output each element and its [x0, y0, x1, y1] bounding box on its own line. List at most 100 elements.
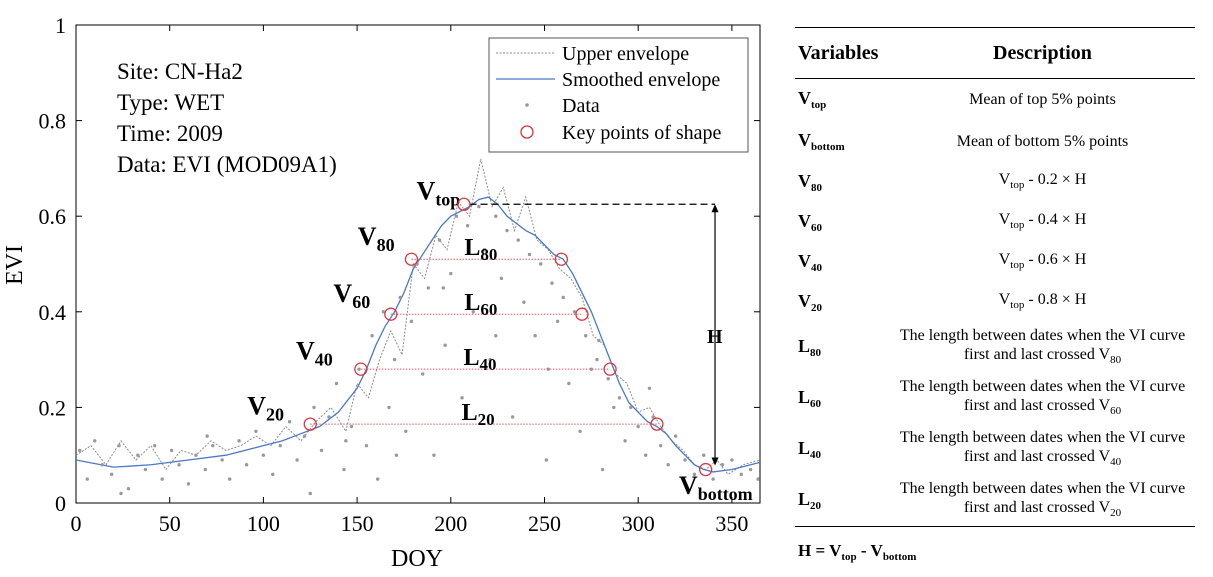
- info-line: Data: EVI (MOD09A1): [117, 152, 337, 177]
- data-point: [499, 276, 504, 281]
- data-point: [730, 458, 734, 462]
- data-point: [510, 415, 515, 419]
- row-description: Mean of top 5% points: [969, 91, 1116, 108]
- legend-entry: Data: [562, 95, 600, 117]
- row-description: Vtop - 0.8 × H: [998, 290, 1087, 311]
- data-point: [398, 295, 402, 300]
- data-points-series: [78, 204, 760, 496]
- data-point: [327, 415, 331, 419]
- key-point-label: V60: [333, 279, 370, 312]
- data-point: [482, 247, 487, 252]
- row-description: Mean of bottom 5% points: [956, 132, 1129, 150]
- table-row: L40 The length between dates when the VI …: [795, 424, 1195, 475]
- data-point: [78, 448, 82, 453]
- data-point: [319, 448, 324, 453]
- data-point: [278, 443, 282, 448]
- data-point: [211, 443, 215, 448]
- data-point: [702, 453, 706, 457]
- data-point: [85, 477, 89, 481]
- data-point: [748, 467, 753, 472]
- data-point: [381, 310, 386, 314]
- data-point: [100, 463, 104, 467]
- data-point: [720, 463, 725, 467]
- data-point: [203, 467, 208, 472]
- key-point-label: Vtop: [417, 176, 461, 209]
- h-formula: H = Vtop - Vbottom: [798, 541, 916, 563]
- data-point: [426, 286, 431, 290]
- data-point: [177, 463, 181, 467]
- data-point: [143, 467, 148, 472]
- y-tick-label: 0.2: [39, 395, 67, 420]
- upper-envelope-series: [75, 158, 761, 475]
- legend-data-swatch: [525, 103, 529, 107]
- y-tick-label: 0.8: [39, 109, 67, 134]
- data-point: [597, 338, 601, 343]
- data-point: [441, 286, 445, 290]
- row-variable: V40: [798, 250, 822, 274]
- data-point: [460, 396, 464, 400]
- data-point: [683, 458, 687, 462]
- data-point: [666, 463, 670, 467]
- row-description: Vtop - 0.2 × H: [998, 170, 1087, 191]
- table-row: L20 The length between dates when the VI …: [795, 475, 1195, 526]
- data-point: [555, 319, 560, 324]
- y-axis-label: EVI: [2, 245, 28, 285]
- data-point: [477, 204, 481, 209]
- key-point-label: V40: [296, 337, 333, 370]
- legend: Upper envelope Smoothed envelope Data Key p…: [488, 37, 749, 153]
- table-row: V80 Vtop - 0.2 × H: [795, 162, 1195, 202]
- row-variable: Vtop: [798, 88, 827, 111]
- key-point-marker: [457, 197, 471, 211]
- data-point: [244, 463, 249, 467]
- data-point: [612, 405, 616, 410]
- x-tick-label: 150: [341, 511, 374, 536]
- data-point: [617, 396, 622, 400]
- data-point: [623, 439, 627, 443]
- data-point: [312, 405, 316, 410]
- x-axis: 0 50 100 150 200 250 300 350: [71, 25, 748, 536]
- data-point: [651, 415, 655, 419]
- key-point-marker: [699, 462, 713, 477]
- data-point: [589, 367, 594, 371]
- data-point: [572, 310, 577, 314]
- data-point: [387, 405, 391, 410]
- evi-chart: 0 50 100 150 200 250 300 350 0 0.2 0.4 0.6 0.8 1 L80…: [2, 13, 761, 572]
- legend-entry: Smoothed envelope: [562, 69, 720, 91]
- info-line: Site: CN-Ha2: [117, 59, 243, 84]
- row-variable: L20: [798, 489, 822, 512]
- data-point: [600, 467, 605, 472]
- data-point: [349, 424, 354, 429]
- key-point-marker: [603, 362, 617, 376]
- legend-entry: Upper envelope: [562, 43, 689, 65]
- data-point: [550, 281, 554, 285]
- data-point: [561, 295, 565, 300]
- data-point: [220, 458, 224, 462]
- x-tick-label: 100: [247, 511, 280, 536]
- y-tick-label: 1: [55, 13, 66, 38]
- length-label: L80: [464, 235, 497, 264]
- data-point: [454, 214, 459, 218]
- height-arrow-head-bottom: [711, 457, 719, 466]
- data-point: [160, 477, 164, 481]
- data-point: [739, 472, 743, 477]
- row-variable: V20: [798, 290, 822, 314]
- key-point-marker: [575, 307, 589, 321]
- data-point: [516, 238, 520, 242]
- data-point: [376, 477, 380, 481]
- data-point: [295, 458, 299, 462]
- data-point: [302, 434, 307, 438]
- key-point-label: V20: [247, 392, 284, 425]
- x-tick-label: 50: [159, 511, 181, 536]
- length-label: L60: [464, 290, 497, 319]
- row-description: The length between dates when the VI cur…: [899, 428, 1186, 468]
- data-point: [643, 453, 648, 457]
- data-point: [153, 443, 157, 448]
- row-variable: V80: [798, 170, 822, 194]
- y-axis: 0 0.2 0.4 0.6 0.8 1: [39, 13, 760, 516]
- data-point: [488, 357, 492, 362]
- data-point: [420, 372, 425, 376]
- key-point-marker: [354, 362, 368, 376]
- table-top-rule: [795, 27, 1195, 28]
- table-row: V60 Vtop - 0.4 × H: [795, 202, 1195, 242]
